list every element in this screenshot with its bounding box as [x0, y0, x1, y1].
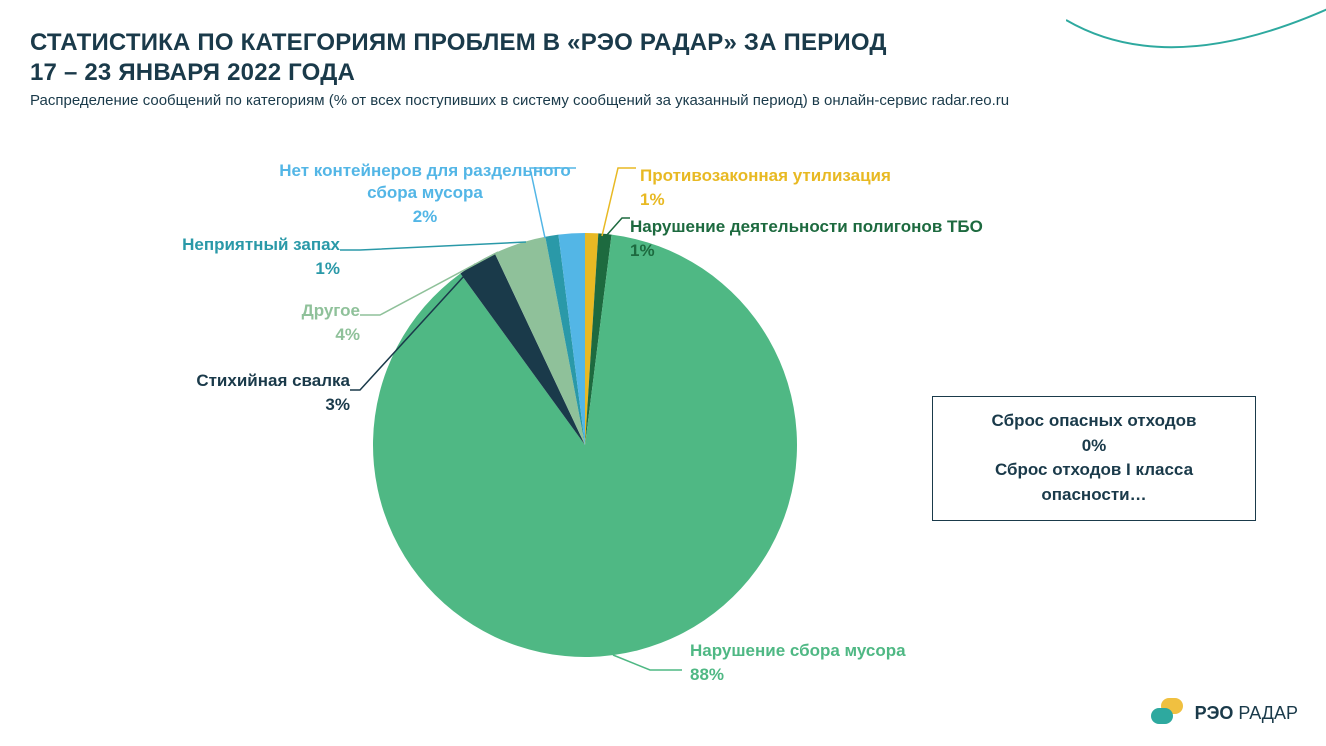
slice-label-percent: 2%	[270, 206, 580, 228]
logo-bold: РЭО	[1195, 703, 1234, 723]
brand-logo: РЭО РАДАР	[1151, 698, 1298, 728]
info-line4: опасности…	[953, 483, 1235, 508]
slice-label-text: Стихийная свалка	[196, 371, 350, 390]
slice-label-percent: 88%	[690, 664, 1010, 686]
slice-label: Нарушение деятельности полигонов ТБО 1%	[630, 216, 1110, 262]
logo-rest: РАДАР	[1233, 703, 1298, 723]
slice-label-percent: 4%	[200, 324, 360, 346]
slice-label-text: Нарушение сбора мусора	[690, 641, 906, 660]
slice-label: Противозаконная утилизация 1%	[640, 165, 1020, 211]
slice-label-text: Нарушение деятельности полигонов ТБО	[630, 217, 983, 236]
info-box: Сброс опасных отходов 0% Сброс отходов I…	[932, 396, 1256, 521]
slice-label-text: Нет контейнеров для раздельного сбора му…	[279, 161, 571, 202]
logo-text: РЭО РАДАР	[1195, 703, 1298, 724]
slice-label-percent: 1%	[640, 189, 1020, 211]
logo-icon	[1151, 698, 1187, 728]
info-line1: Сброс опасных отходов	[953, 409, 1235, 434]
slice-label: Другое 4%	[200, 300, 360, 346]
slice-label-text: Неприятный запах	[182, 235, 340, 254]
slice-label-percent: 1%	[120, 258, 340, 280]
info-line3: Сброс отходов I класса	[953, 458, 1235, 483]
slice-label-percent: 1%	[630, 240, 1110, 262]
slice-label: Стихийная свалка 3%	[120, 370, 350, 416]
slice-label: Неприятный запах 1%	[120, 234, 340, 280]
slice-label-text: Противозаконная утилизация	[640, 166, 891, 185]
slice-label-percent: 3%	[120, 394, 350, 416]
chart-area: Противозаконная утилизация1%Нарушение де…	[0, 120, 1326, 746]
slice-label-text: Другое	[302, 301, 360, 320]
info-line2: 0%	[953, 434, 1235, 459]
slice-label: Нет контейнеров для раздельного сбора му…	[270, 160, 580, 228]
slice-label: Нарушение сбора мусора 88%	[690, 640, 1010, 686]
